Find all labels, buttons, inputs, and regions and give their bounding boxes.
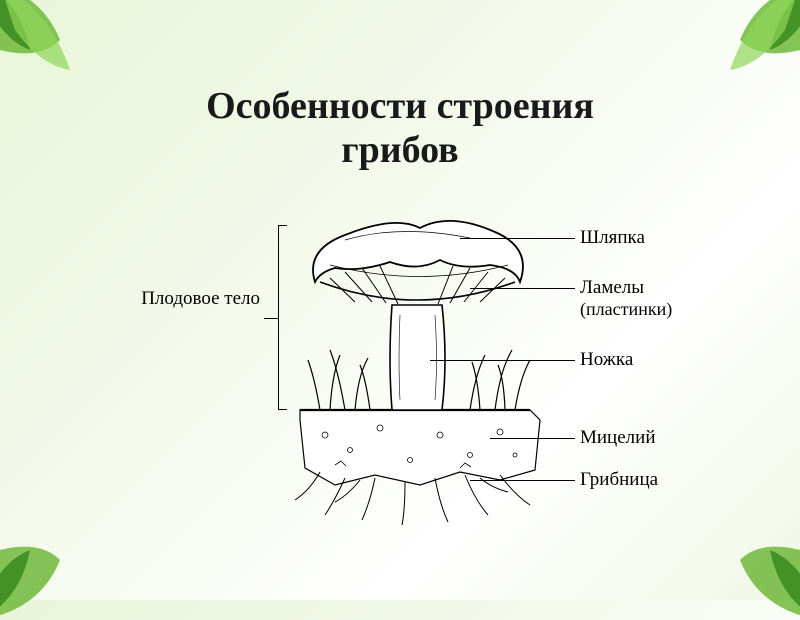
bracket-fruiting-body [278,225,279,410]
label-fruiting-body: Плодовое тело [100,288,260,310]
label-stem: Ножка [580,349,633,371]
label-lamellae: Ламелы(пластинки) [580,277,672,320]
lead-line-fruiting-body [264,318,278,319]
leaf-decoration-br [680,480,800,620]
label-hyphae: Грибница [580,469,658,491]
label-cap: Шляпка [580,227,645,249]
title-line1: Особенности строения [206,85,594,127]
lead-line-hyphae [470,480,575,481]
mushroom-diagram: Плодовое тело ШляпкаЛамелы(пластинки)Нож… [120,210,680,530]
lead-line-mycelium [490,438,575,439]
leaf-decoration-bl [0,480,120,620]
title-line2: грибов [341,129,458,171]
lead-line-cap [460,238,575,239]
label-lamellae-sub: (пластинки) [580,299,672,320]
label-mycelium: Мицелий [580,427,655,449]
page-title: Особенности строения грибов [0,85,800,172]
lead-line-stem [430,360,575,361]
lead-line-lamellae [470,288,575,289]
